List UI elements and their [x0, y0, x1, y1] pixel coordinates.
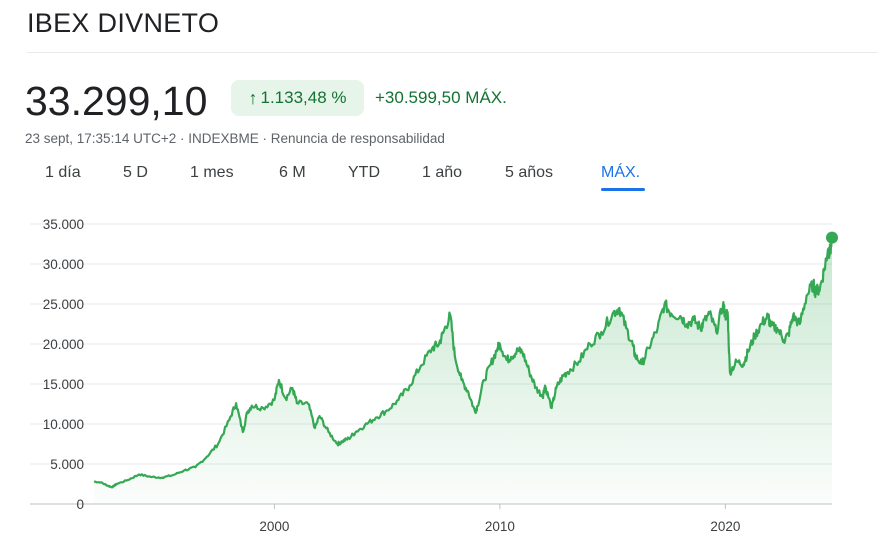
- series-area: [94, 233, 832, 504]
- current-price: 33.299,10: [25, 78, 208, 124]
- y-tick-label: 20.000: [43, 337, 84, 352]
- quote-meta: 23 sept, 17:35:14 UTC+2 · INDEXBME · Ren…: [25, 131, 445, 146]
- y-tick-label: 35.000: [43, 217, 84, 232]
- price-chart[interactable]: 0 5.000 10.000 15.000 20.000 25.000 30.000 35.0…: [0, 200, 878, 543]
- y-tick-label: 25.000: [43, 297, 84, 312]
- title-divider: [27, 52, 878, 53]
- meta-separator: ·: [258, 131, 271, 146]
- y-tick-label: 15.000: [43, 377, 84, 392]
- change-absolute: +30.599,50 MÁX.: [375, 88, 507, 107]
- tab-1-year[interactable]: 1 año: [422, 164, 463, 181]
- tab-5-days[interactable]: 5 D: [123, 164, 148, 181]
- x-tick-label: 2020: [710, 519, 740, 534]
- page-title: IBEX DIVNETO: [27, 8, 220, 38]
- disclaimer-link[interactable]: Renuncia de responsabilidad: [270, 131, 445, 146]
- arrow-up-icon: ↑: [248, 87, 258, 108]
- y-tick-label: 0: [76, 497, 84, 512]
- x-tick-label: 2000: [259, 519, 289, 534]
- quote-timestamp: 23 sept, 17:35:14 UTC+2: [25, 131, 177, 146]
- last-price-dot: [826, 231, 838, 244]
- tab-1-day[interactable]: 1 día: [45, 164, 81, 181]
- meta-separator: ·: [176, 131, 189, 146]
- series-line: [93, 232, 834, 489]
- change-percent-value: 1.133,48 %: [260, 88, 347, 107]
- tab-1-month[interactable]: 1 mes: [190, 164, 234, 181]
- change-percent-badge: ↑ 1.133,48 %: [231, 80, 364, 116]
- x-tick-label: 2010: [485, 519, 515, 534]
- y-tick-label: 10.000: [43, 417, 84, 432]
- tab-5-years[interactable]: 5 años: [505, 164, 554, 181]
- tab-6-months[interactable]: 6 M: [279, 164, 306, 181]
- exchange-link[interactable]: INDEXBME: [188, 131, 259, 146]
- y-tick-label: 5.000: [50, 457, 84, 472]
- tab-max[interactable]: MÁX.: [601, 164, 641, 181]
- tab-ytd[interactable]: YTD: [348, 164, 380, 181]
- active-tab-indicator: [601, 188, 645, 191]
- y-tick-label: 30.000: [43, 257, 84, 272]
